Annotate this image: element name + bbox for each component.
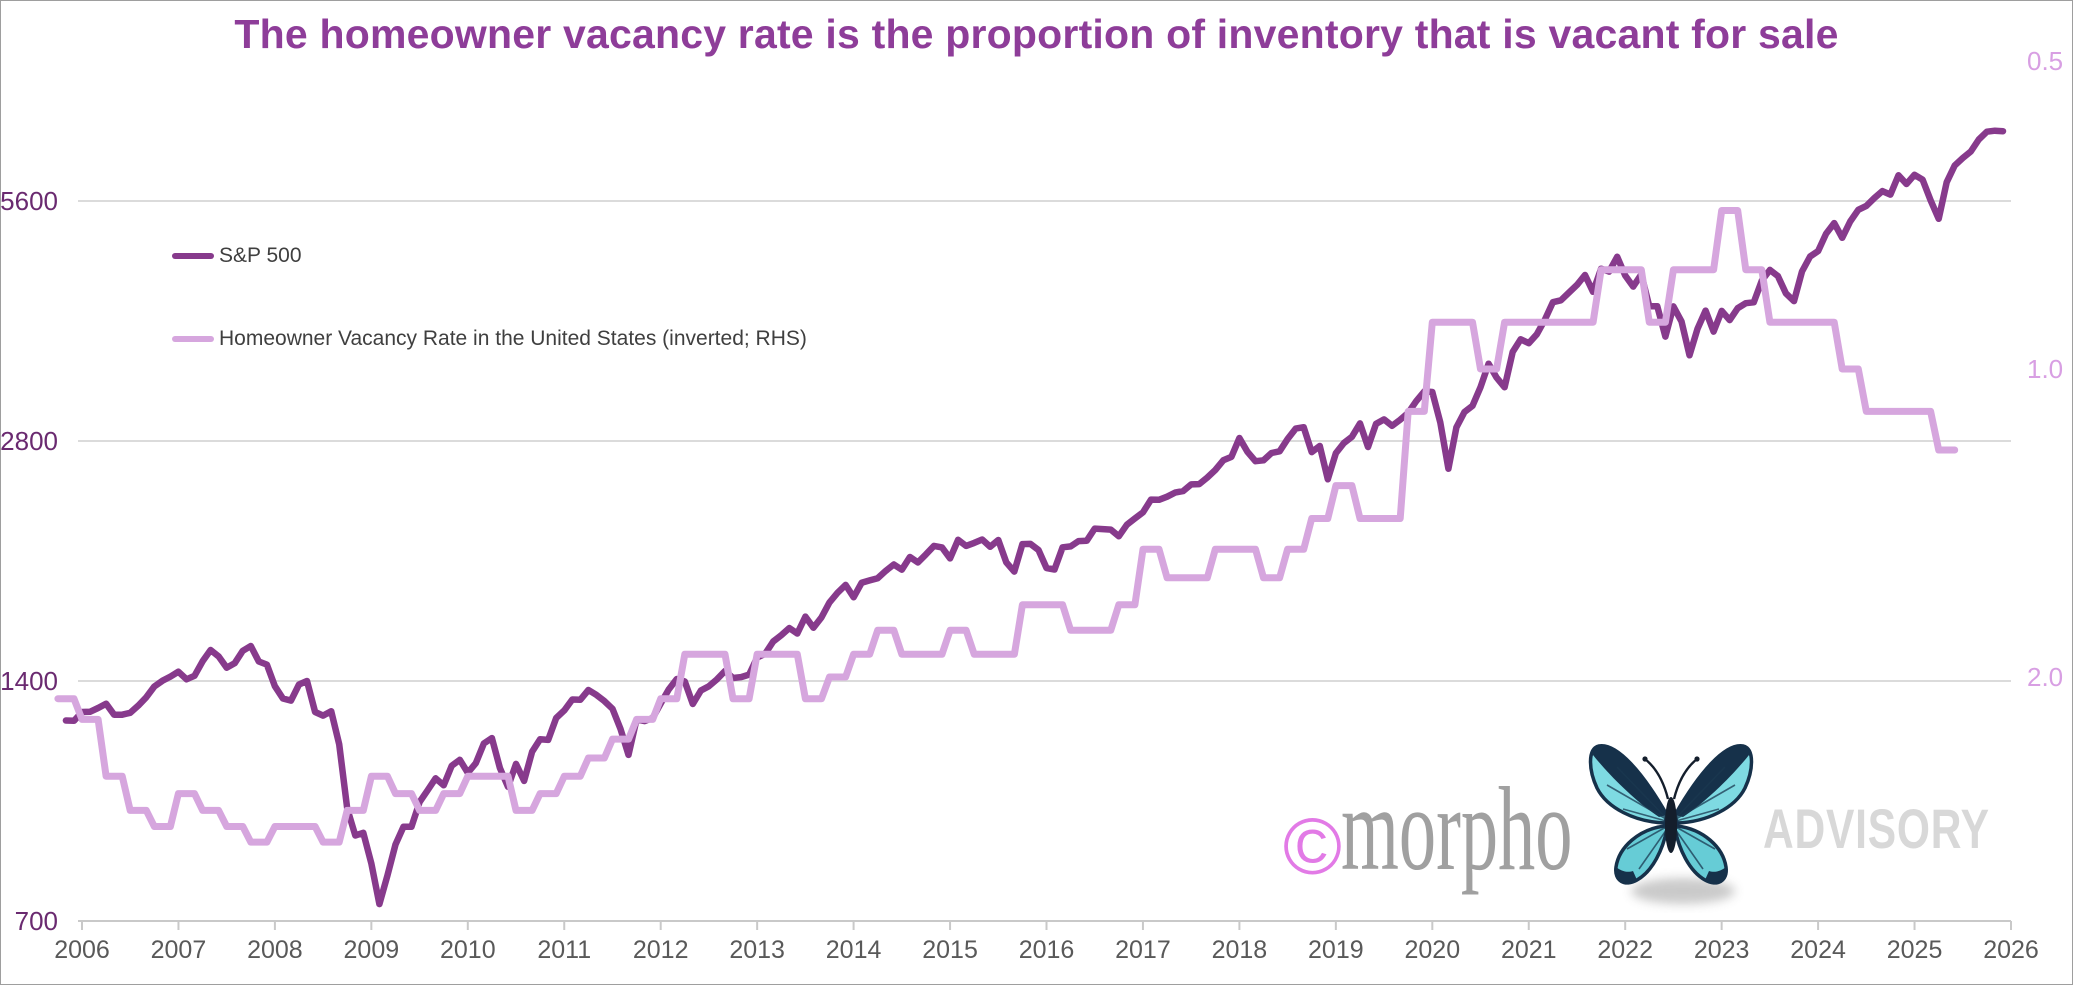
watermark-brand-text: morpho <box>1341 762 1573 895</box>
svg-text:2023: 2023 <box>1694 936 1750 964</box>
svg-text:0.5: 0.5 <box>2027 46 2063 76</box>
svg-text:2800: 2800 <box>1 426 58 456</box>
butterfly-shadow <box>1631 878 1735 904</box>
svg-text:2014: 2014 <box>826 936 882 964</box>
svg-text:1400: 1400 <box>1 666 58 696</box>
svg-text:2008: 2008 <box>247 936 303 964</box>
svg-text:2018: 2018 <box>1212 936 1268 964</box>
watermark-copyright-symbol: © <box>1283 802 1342 891</box>
legend-swatch-vacancy-rate <box>172 336 214 342</box>
svg-text:2016: 2016 <box>1019 936 1075 964</box>
butterfly-right-half <box>1673 744 1754 885</box>
svg-text:2024: 2024 <box>1790 936 1846 964</box>
svg-text:2010: 2010 <box>440 936 496 964</box>
legend-label-vacancy-rate: Homeowner Vacancy Rate in the United Sta… <box>219 327 807 350</box>
vacancy-rate-line <box>54 207 1959 846</box>
svg-text:2026: 2026 <box>1983 936 2039 964</box>
svg-text:2015: 2015 <box>922 936 978 964</box>
butterfly-antennae <box>1644 758 1698 800</box>
legend-item-vacancy-rate: Homeowner Vacancy Rate in the United Sta… <box>172 327 807 351</box>
svg-text:2022: 2022 <box>1597 936 1653 964</box>
legend-swatch-sp500 <box>172 253 214 259</box>
svg-text:2.0: 2.0 <box>2027 662 2063 692</box>
svg-text:700: 700 <box>15 906 58 936</box>
butterfly-body <box>1665 797 1677 853</box>
gridlines <box>78 200 2011 682</box>
svg-text:2013: 2013 <box>729 936 785 964</box>
svg-text:2007: 2007 <box>151 936 207 964</box>
svg-text:2020: 2020 <box>1404 936 1460 964</box>
svg-text:2006: 2006 <box>54 936 110 964</box>
svg-text:2021: 2021 <box>1501 936 1557 964</box>
chart-title: The homeowner vacancy rate is the propor… <box>234 11 1839 57</box>
svg-text:1.0: 1.0 <box>2027 354 2063 384</box>
svg-text:2025: 2025 <box>1887 936 1943 964</box>
right-axis-labels: 0.5 1.0 2.0 <box>2027 46 2063 692</box>
left-axis-labels: 5600 2800 1400 700 <box>1 186 58 936</box>
svg-text:2011: 2011 <box>537 936 591 964</box>
butterfly-left-half <box>1588 744 1669 885</box>
x-axis: 2006 2007 2008 2009 2010 2011 2012 2013 2014 2015… <box>54 920 2039 964</box>
morpho-butterfly-icon <box>1588 744 1754 904</box>
svg-text:2009: 2009 <box>344 936 400 964</box>
sp500-line <box>62 127 2007 908</box>
svg-text:5600: 5600 <box>1 186 58 216</box>
svg-text:2017: 2017 <box>1115 936 1171 964</box>
legend-label-sp500: S&P 500 <box>219 244 302 267</box>
svg-text:2019: 2019 <box>1308 936 1364 964</box>
legend-item-sp500: S&P 500 <box>172 244 302 268</box>
watermark-advisory-text: ADVISORY <box>1763 797 1990 860</box>
svg-text:2012: 2012 <box>633 936 689 964</box>
